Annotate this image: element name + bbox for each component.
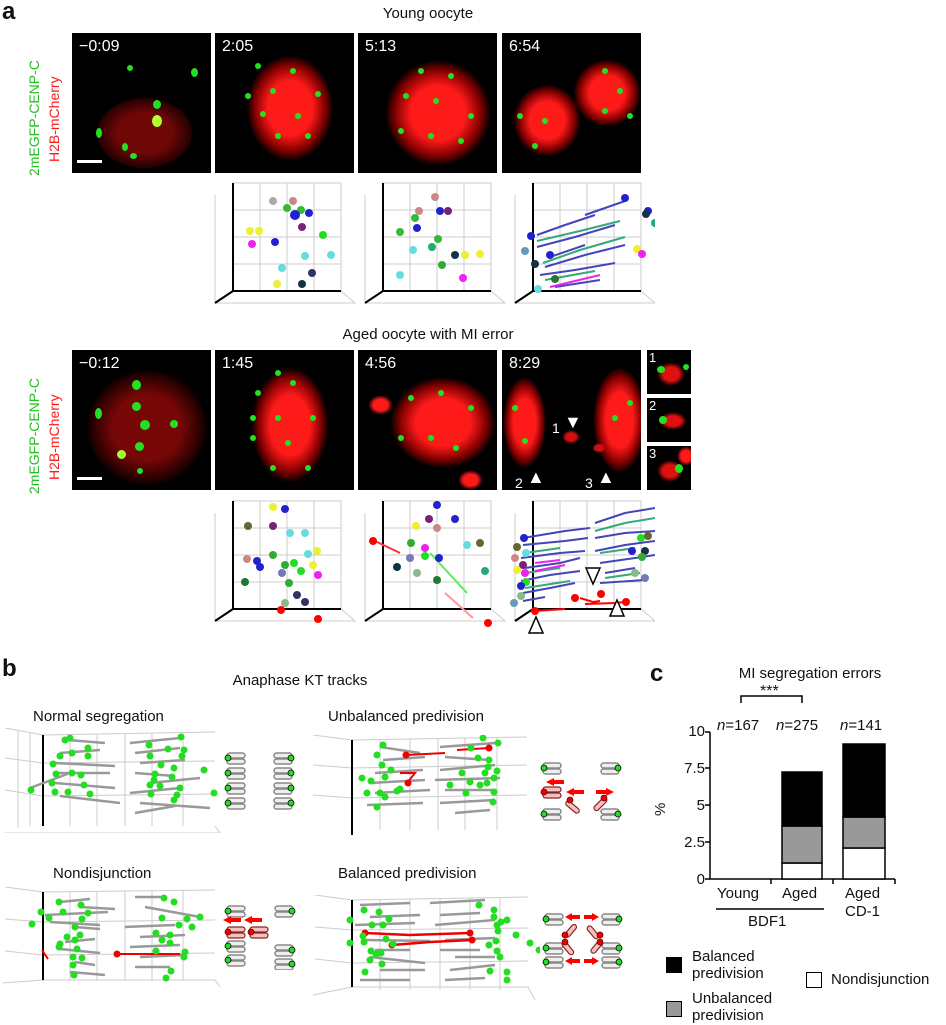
timestamp: 1:45 [222,355,254,372]
tracks-balanced-predivision [312,895,540,1000]
arrowhead-down-icon: ▼ [564,412,582,432]
aged-oocyte-title: Aged oocyte with MI error [342,326,514,343]
scale-bar [77,477,102,480]
ytick-7.5: 7.5 [684,760,705,777]
subpanel-title-normal: Normal segregation [33,708,164,725]
micrograph-young-3: 5:13 [358,33,497,173]
channel-label-red: H2B-mCherry [46,394,62,480]
timestamp: 8:29 [509,355,541,372]
legend-label-nondisjunction: Nondisjunction [831,971,930,988]
n-label-young: n=167 [717,717,760,734]
panel-a-letter: a [2,0,16,25]
legend-swatch-nondisjunction [806,972,822,988]
subpanel-title-balanced: Balanced predivision [338,865,477,882]
channel-label-green: 2mEGFP-CENP-C [26,378,42,494]
chart-title: MI segregation errors [738,665,882,682]
ytick-5: 5 [696,797,705,814]
channel-label-green: 2mEGFP-CENP-C [26,60,42,176]
timestamp: −0:12 [79,355,120,372]
tracks-normal-segregation [4,728,221,833]
timestamp: 5:13 [365,38,397,55]
arrowhead-label-3: 3 [585,475,593,490]
timestamp: 4:56 [365,355,397,372]
ytick-10: 10 [688,723,705,740]
legend-swatch-unbalanced [666,1001,682,1017]
scale-bar [77,160,102,163]
panel-b-letter: b [2,655,17,682]
tracks-nondisjunction [2,887,221,987]
group-label-cd1: CD-1 [845,903,881,920]
legend-label-balanced: Balanced predivision [692,948,764,982]
channel-label-red: H2B-mCherry [46,76,62,162]
micrograph-aged-2: 1:45 [215,350,354,490]
tracks-unbalanced-predivision [312,735,528,835]
y-axis-label: % [652,802,669,816]
micrograph-aged-1: −0:12 [72,350,211,490]
timestamp: −0:09 [79,38,120,55]
category-aged-cd1: Aged [845,885,881,902]
young-oocyte-title: Young oocyte [382,5,474,22]
chromosome-schematic-balanced [542,913,623,969]
panel-b-title: Anaphase KT tracks [232,672,368,689]
chromosome-schematic-normal [224,752,295,810]
ytick-2.5: 2.5 [684,834,705,851]
micrograph-young-1: −0:09 [72,33,211,173]
inset-3: 3 [647,446,691,490]
kt-tracks-young-3d [214,182,655,304]
group-label-bdf1: BDF1 [748,913,787,930]
significance-stars: *** [760,683,779,700]
panel-c-letter: c [650,660,664,687]
legend-swatch-balanced [666,957,682,973]
legend-label-unbalanced: Unbalanced predivision [692,990,773,1024]
arrowhead-label-1: 1 [552,420,560,436]
ytick-0: 0 [696,871,705,888]
micrograph-aged-3: 4:56 [358,350,497,490]
category-aged-bdf1: Aged [782,885,818,902]
micrograph-aged-4: 8:29 1 ▼ 2 ▲ 3 ▲ [502,350,641,490]
kt-tracks-aged-3d [214,500,655,634]
category-young: Young [717,885,759,902]
arrowhead-label-2: 2 [515,475,523,490]
subpanel-title-nondisjunction: Nondisjunction [53,865,152,882]
timestamp: 2:05 [222,38,254,55]
timestamp: 6:54 [509,38,541,55]
segregation-errors-bar-chart [705,695,896,910]
n-label-aged-cd1: n=141 [840,717,883,734]
micrograph-young-4: 6:54 [502,33,641,173]
n-label-aged-bdf1: n=275 [776,717,819,734]
inset-1: 1 [647,350,691,394]
arrowhead-up-icon: ▲ [597,467,615,487]
arrowhead-up-icon: ▲ [527,467,545,487]
chromosome-schematic-unbalanced [540,762,622,821]
inset-2: 2 [647,398,691,442]
micrograph-young-2: 2:05 [215,33,354,173]
chromosome-schematic-nondisjunction [223,905,296,970]
subpanel-title-unbalanced: Unbalanced predivision [328,708,484,725]
